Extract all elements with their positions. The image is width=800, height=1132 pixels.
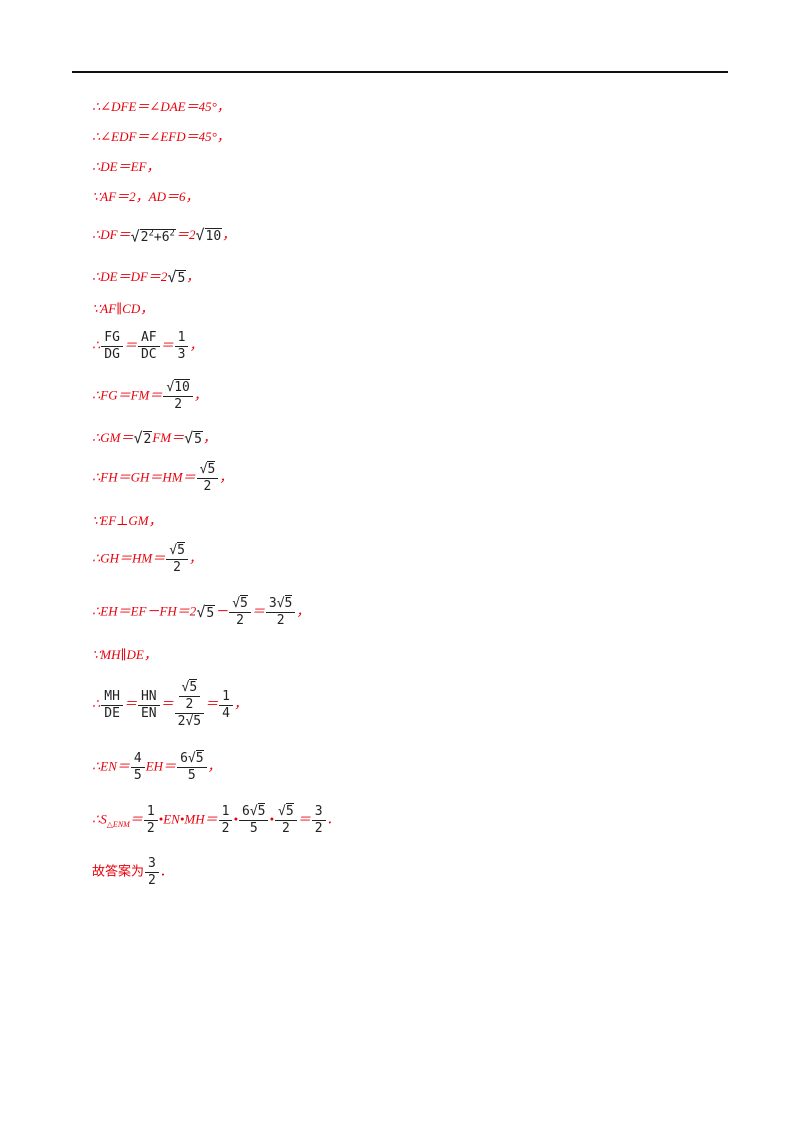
- solution-line-3: ∴DE＝EF，: [92, 159, 160, 174]
- solution-line-10: ∴GM＝√2FM＝√5，: [92, 429, 217, 448]
- solution-line-4: ∵AF＝2，AD＝6，: [92, 189, 199, 204]
- solution-line-11: ∴FH＝GH＝HM＝ √5 2，: [92, 461, 233, 494]
- solution-line-8: ∴ FG DG ＝ AF DC ＝ 1 3，: [92, 330, 203, 362]
- solution-line-12: ∵EF⊥GM，: [92, 513, 162, 528]
- solution-line-17: ∴EN＝ 4 5 EH＝ 6√5 5，: [92, 750, 221, 783]
- solution-line-9: ∴FG＝FM＝ √10 2，: [92, 379, 207, 412]
- solution-line-18: ∴S△ENM＝ 1 2 •EN•MH＝ 1 2 • 6√5 5 • √5 2 ＝ 3 2 ．: [92, 803, 340, 836]
- solution-line-13: ∴GH＝HM＝ √5 2，: [92, 542, 202, 575]
- solution-line-5: ∴DF＝√22+62＝2√10，: [92, 226, 236, 246]
- solution-line-14: ∴EH＝EF－FH＝2√5－ √5 2 ＝ 3√5 2，: [92, 595, 310, 628]
- solution-line-6: ∴DE＝DF＝2√5，: [92, 268, 200, 287]
- sqrt-expression: √22+62: [130, 227, 176, 246]
- answer-line: 故答案为 3 2 ．: [92, 856, 173, 888]
- solution-line-16: ∴ MH DE ＝ HN EN ＝ √5 2 2√5 ＝ 1 4，: [92, 679, 247, 729]
- solution-line-2: ∴∠EDF＝∠EFD＝45°，: [92, 129, 230, 144]
- solution-line-1: ∴∠DFE＝∠DAE＝45°，: [92, 99, 230, 114]
- solution-line-15: ∵MH∥DE，: [92, 647, 157, 662]
- solution-line-7: ∵AF∥CD，: [92, 301, 154, 316]
- header-rule: [72, 71, 728, 73]
